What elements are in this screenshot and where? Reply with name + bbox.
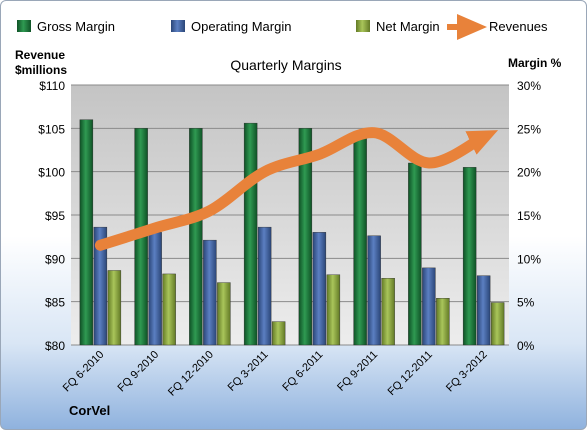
- legend-label-net-margin: Net Margin: [376, 19, 440, 34]
- operating-margin-bar: [367, 235, 381, 346]
- legend-label-revenues: Revenues: [489, 19, 548, 34]
- operating-margin-bar: [148, 232, 162, 346]
- gross-margin-bar: [353, 136, 367, 346]
- net-margin-bar: [490, 302, 505, 346]
- left-axis-tick-label: $110: [39, 79, 65, 93]
- net-margin-bar: [162, 273, 176, 346]
- legend: Gross Margin Operating Margin Net Margin…: [17, 14, 548, 40]
- net-margin-bar: [326, 274, 341, 346]
- net-margin-bar: [271, 321, 286, 346]
- gross-margin-bar: [298, 128, 313, 346]
- x-axis-tick-label: FQ 6-2011: [280, 349, 325, 394]
- x-axis-tick-label: FQ 3-2012: [444, 349, 490, 395]
- left-axis-tick-label: $105: [38, 122, 65, 136]
- operating-margin-bar: [422, 267, 436, 346]
- right-axis-tick-label: 5%: [517, 296, 535, 310]
- right-axis-tick-label: 20%: [517, 166, 541, 180]
- revenue-line: [94, 127, 499, 251]
- x-axis-tick-label: FQ 12-2010: [166, 349, 216, 399]
- operating-margin-bar: [476, 275, 491, 346]
- right-axis-ticks: 0% 5% 10% 15% 20% 25% 30%: [517, 79, 541, 353]
- net-margin-bar: [381, 278, 395, 346]
- operating-margin-bar: [312, 232, 327, 346]
- x-axis-tick-label: FQ 12-2011: [386, 349, 435, 398]
- legend-swatch-net-margin: [356, 20, 370, 32]
- operating-margin-bar: [93, 226, 108, 346]
- operating-margin-bar: [257, 226, 272, 346]
- company-name: CorVel: [69, 403, 110, 418]
- right-axis-tick-label: 15%: [517, 209, 541, 223]
- right-axis-tick-label: 10%: [517, 252, 541, 266]
- right-axis-tick-label: 30%: [517, 79, 541, 93]
- x-axis-tick-label: FQ 9-2011: [335, 349, 380, 394]
- gross-margin-bar: [189, 128, 203, 346]
- legend-swatch-operating-margin: [171, 20, 185, 32]
- left-axis-tick-label: $85: [45, 296, 65, 310]
- operating-margin-bar: [203, 239, 217, 346]
- x-axis-tick-label: FQ 3-2011: [226, 349, 271, 394]
- gross-margin-bar: [79, 119, 94, 346]
- chart-title: Quarterly Margins: [230, 57, 341, 73]
- revenues-line: [94, 127, 499, 251]
- legend-swatch-gross-margin: [17, 20, 31, 32]
- left-axis-tick-label: $95: [45, 209, 65, 223]
- right-axis-title: Margin %: [508, 56, 562, 70]
- left-axis-title-line2: $millions: [15, 63, 67, 77]
- x-axis-tick-label: FQ 6-2010: [61, 349, 107, 395]
- x-axis-tick-label: FQ 9-2010: [116, 349, 162, 395]
- x-axis-labels: FQ 6-2010 FQ 9-2010 FQ 12-2010 FQ 3-2011 FQ …: [61, 349, 490, 399]
- left-axis-tick-label: $80: [45, 339, 65, 353]
- left-axis-title-line1: Revenue: [15, 48, 65, 62]
- gross-margin-bar: [408, 162, 422, 346]
- left-axis-ticks: $80 $85 $90 $95 $100 $105 $110: [38, 79, 65, 353]
- left-axis-tick-label: $90: [45, 252, 65, 266]
- net-margin-bar: [107, 270, 122, 346]
- net-margin-bar: [217, 282, 231, 346]
- legend-label-gross-margin: Gross Margin: [37, 19, 115, 34]
- right-axis-tick-label: 0%: [517, 339, 535, 353]
- gross-margin-bar: [243, 122, 258, 346]
- legend-label-operating-margin: Operating Margin: [191, 19, 291, 34]
- net-margin-bar: [436, 298, 450, 346]
- left-axis-tick-label: $100: [38, 166, 65, 180]
- gross-margin-bar: [462, 167, 477, 346]
- right-axis-tick-label: 25%: [517, 122, 541, 136]
